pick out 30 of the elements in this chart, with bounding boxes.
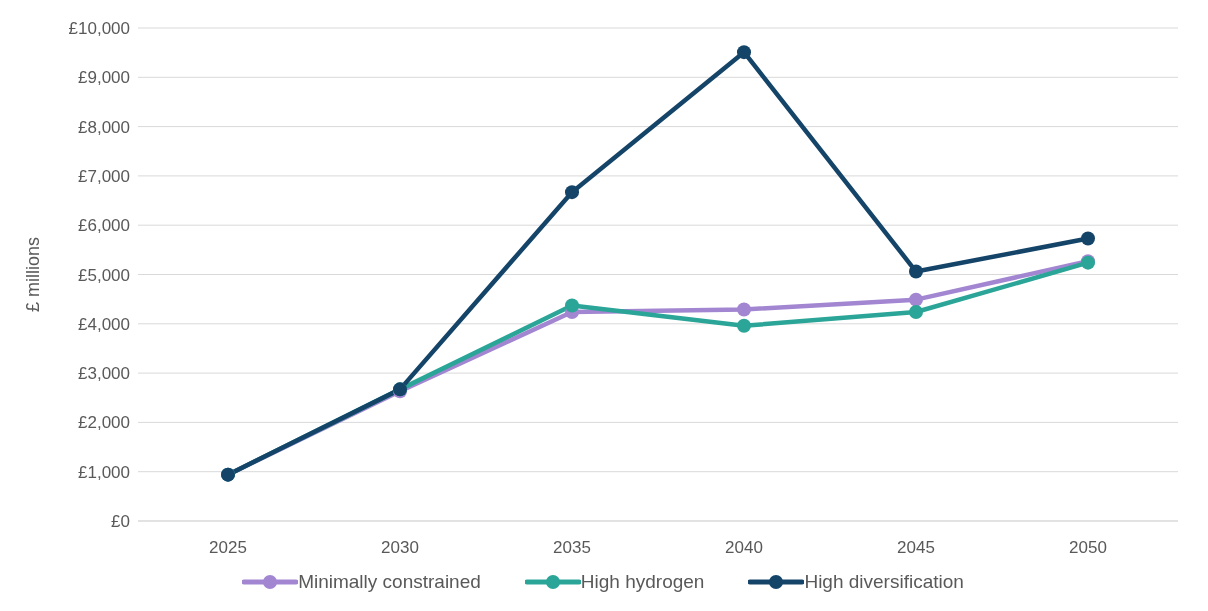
legend-label: High hydrogen — [579, 571, 705, 593]
point — [565, 185, 579, 200]
point — [909, 304, 923, 319]
x-tick-label: 2040 — [725, 538, 763, 558]
y-tick-label: £0 — [111, 512, 130, 532]
point — [737, 318, 751, 333]
y-tick-label: £10,000 — [68, 19, 130, 39]
y-axis-title: £ millions — [23, 236, 44, 313]
point — [1081, 231, 1095, 246]
y-tick-label: £1,000 — [78, 462, 130, 482]
legend-label: Minimally constrained — [297, 571, 481, 593]
x-tick-label: 2025 — [209, 538, 247, 558]
x-tick-label: 2050 — [1069, 538, 1107, 558]
point — [909, 292, 923, 307]
y-tick-label: £3,000 — [78, 364, 130, 384]
y-tick-label: £6,000 — [78, 216, 130, 236]
point — [565, 298, 579, 313]
legend-label: High diversification — [803, 571, 964, 593]
point — [909, 264, 923, 279]
point — [737, 45, 751, 60]
x-tick-label: 2045 — [897, 538, 935, 558]
y-tick-label: £8,000 — [78, 117, 130, 137]
x-tick-label: 2030 — [381, 538, 419, 558]
y-tick-label: £9,000 — [78, 68, 130, 88]
y-tick-label: £5,000 — [78, 265, 130, 285]
y-tick-label: £4,000 — [78, 314, 130, 334]
point — [737, 302, 751, 317]
x-tick-label: 2035 — [553, 538, 591, 558]
y-tick-label: £7,000 — [78, 166, 130, 186]
y-tick-label: £2,000 — [78, 413, 130, 433]
